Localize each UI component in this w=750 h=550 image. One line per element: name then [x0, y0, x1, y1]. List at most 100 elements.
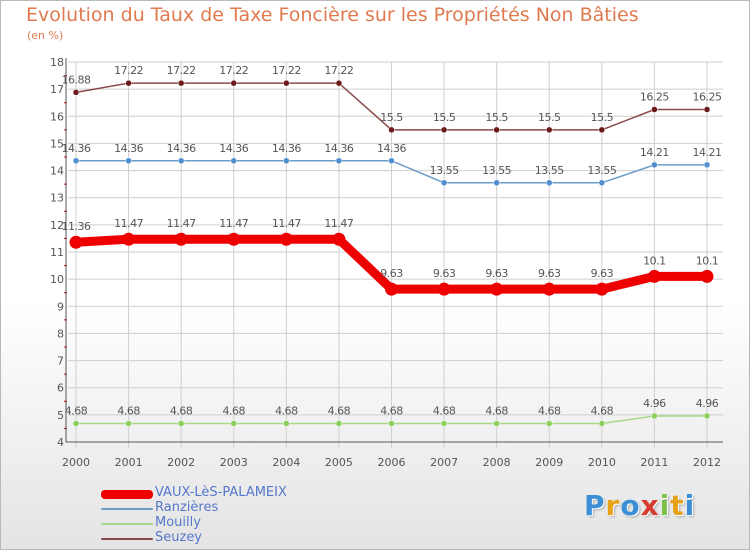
- legend-item: Mouilly: [101, 515, 361, 531]
- data-point: [703, 106, 711, 113]
- y-tick-label: 15: [50, 137, 64, 150]
- data-point: [440, 420, 448, 427]
- data-point: [72, 420, 80, 427]
- data-label: 14.36: [219, 142, 248, 155]
- x-tick-label: 2005: [325, 456, 353, 469]
- data-label: 15.5: [591, 111, 614, 124]
- legend-label: Mouilly: [155, 515, 201, 530]
- data-label: 11.47: [324, 217, 353, 230]
- data-point: [700, 269, 714, 283]
- data-label: 14.36: [167, 142, 196, 155]
- y-tick-label: 14: [50, 165, 64, 178]
- data-point: [542, 282, 556, 296]
- chart-unit-label: (en %): [27, 29, 64, 42]
- data-label: 14.21: [640, 146, 669, 159]
- data-label: 13.55: [587, 164, 616, 177]
- data-point: [230, 79, 237, 87]
- legend-swatch: [101, 508, 153, 510]
- data-label: 16.25: [693, 91, 722, 104]
- data-label: 4.68: [380, 405, 403, 418]
- data-point: [651, 412, 658, 420]
- data-point: [703, 161, 711, 169]
- data-point: [335, 420, 343, 427]
- data-point: [177, 79, 185, 87]
- legend-swatch: [101, 538, 153, 540]
- legend-item: Ranzières: [101, 500, 361, 516]
- x-tick-label: 2002: [167, 456, 195, 469]
- data-label: 17.22: [114, 64, 143, 77]
- data-point: [440, 126, 448, 134]
- data-label: 13.55: [482, 164, 511, 177]
- data-label: 17.22: [324, 64, 353, 77]
- data-point: [69, 235, 83, 249]
- data-label: 16.25: [640, 91, 669, 104]
- data-point: [335, 157, 343, 165]
- data-label: 17.22: [272, 64, 301, 77]
- data-point: [595, 282, 609, 296]
- legend-label: Ranzières: [155, 500, 219, 515]
- legend-label: VAUX-LèS-PALAMEIX: [155, 485, 287, 500]
- data-label: 4.68: [65, 405, 88, 418]
- data-label: 9.63: [433, 267, 456, 280]
- data-label: 14.21: [693, 146, 722, 159]
- y-tick-label: 6: [57, 382, 64, 395]
- data-label: 10.1: [696, 254, 719, 267]
- data-point: [125, 157, 132, 165]
- data-label: 4.96: [643, 397, 666, 410]
- data-point: [177, 420, 185, 427]
- data-point: [72, 89, 80, 96]
- x-tick-label: 2009: [535, 456, 563, 469]
- x-tick-label: 2003: [220, 456, 248, 469]
- data-point: [388, 126, 395, 134]
- data-label: 13.55: [430, 164, 459, 177]
- y-tick-label: 8: [57, 327, 64, 340]
- x-tick-label: 2008: [483, 456, 511, 469]
- data-point: [651, 161, 658, 169]
- data-label: 16.88: [62, 73, 91, 86]
- data-label: 14.36: [377, 142, 406, 155]
- data-label: 15.5: [538, 111, 561, 124]
- data-label: 17.22: [167, 64, 196, 77]
- y-tick-label: 4: [57, 436, 64, 449]
- data-label: 4.68: [485, 405, 508, 418]
- chart-title: Evolution du Taux de Taxe Foncière sur l…: [26, 4, 639, 26]
- data-label: 11.47: [167, 217, 196, 230]
- data-label: 4.68: [433, 405, 456, 418]
- data-point: [437, 282, 451, 296]
- data-point: [493, 126, 500, 134]
- data-label: 4.68: [328, 405, 351, 418]
- y-tick-label: 17: [50, 83, 64, 96]
- data-label: 9.63: [538, 267, 561, 280]
- logo-letter: t: [670, 489, 685, 522]
- y-tick-label: 18: [50, 56, 64, 69]
- data-label: 4.68: [591, 405, 614, 418]
- x-tick-label: 2001: [115, 456, 143, 469]
- data-label: 14.36: [272, 142, 301, 155]
- label-layer: 14.36 14.36 14.36 14.36 14.36 14.36 14.36 13.55…: [62, 64, 723, 418]
- y-tick-label: 5: [57, 409, 64, 422]
- data-label: 9.63: [485, 267, 508, 280]
- legend-item: Seuzey: [101, 530, 361, 546]
- data-point: [230, 420, 237, 427]
- data-point: [493, 420, 500, 427]
- data-point: [388, 157, 395, 165]
- data-point: [283, 157, 290, 165]
- data-label: 14.36: [324, 142, 353, 155]
- data-label: 11.36: [62, 220, 91, 233]
- proxiti-logo: Proxiti: [584, 489, 695, 522]
- logo-letter: o: [620, 489, 641, 522]
- x-tick-label: 2007: [430, 456, 458, 469]
- data-point: [125, 420, 132, 427]
- data-label: 17.22: [219, 64, 248, 77]
- legend-swatch: [101, 489, 153, 499]
- y-tick-label: 11: [50, 246, 64, 259]
- data-point: [279, 232, 293, 246]
- grid-layer: [68, 61, 723, 448]
- data-label: 15.5: [433, 111, 456, 124]
- data-point: [703, 412, 711, 420]
- y-tick-label: 12: [50, 219, 64, 232]
- data-point: [546, 126, 553, 134]
- data-point: [283, 420, 290, 427]
